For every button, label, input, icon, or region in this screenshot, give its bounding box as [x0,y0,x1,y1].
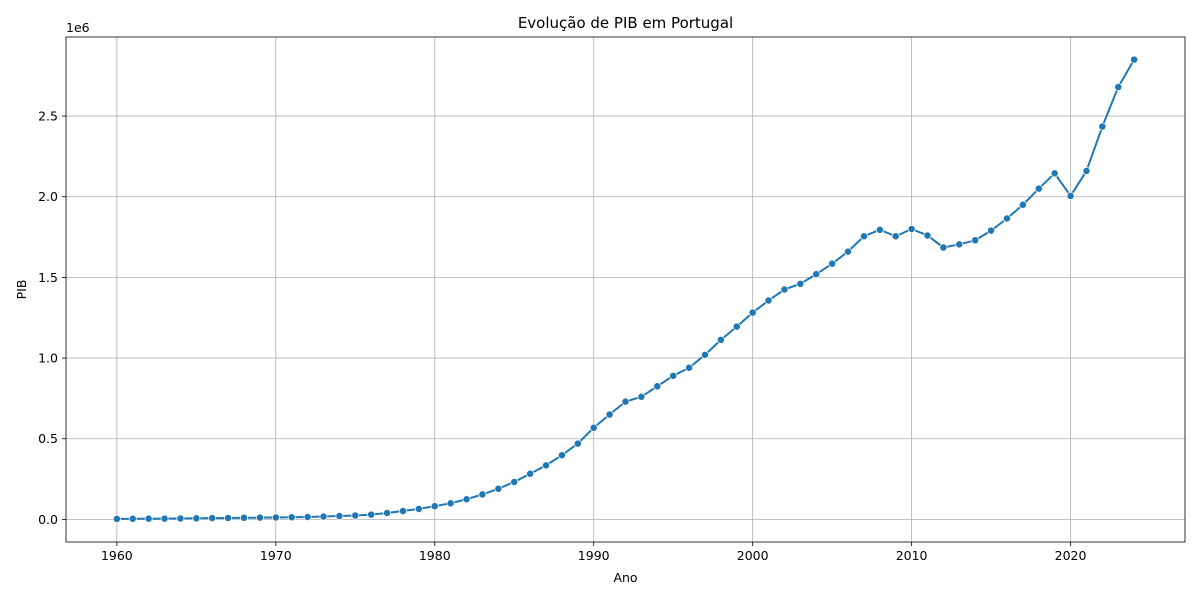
data-point [796,279,805,288]
data-point [573,439,582,448]
data-point [224,514,233,522]
data-point [287,513,296,522]
data-point [208,514,217,523]
data-point [812,270,821,279]
y-tick-label: 0.5 [38,431,58,446]
data-point [160,514,169,523]
data-point [1050,169,1059,178]
data-point [112,514,121,523]
data-point [1018,200,1027,209]
x-tick-label: 1960 [101,548,133,563]
data-point [653,382,662,391]
x-tick-label: 1990 [578,548,610,563]
data-point [494,484,503,493]
data-point [971,236,980,245]
y-offset-label: 1e6 [66,20,90,35]
y-tick-label: 2.5 [38,109,58,124]
y-axis-label: PIB [14,280,29,300]
data-point [1098,122,1107,131]
data-point [399,507,407,515]
y-tick-label: 1.5 [38,270,58,285]
data-point [716,335,725,344]
data-point [685,363,694,372]
data-point [351,511,360,520]
chart-title: Evolução de PIB em Portugal [518,14,733,32]
data-point [526,469,535,478]
data-point [1114,83,1123,91]
data-point [255,513,264,522]
data-point [176,514,185,523]
data-point [128,514,137,523]
x-axis-label: Ano [613,570,637,585]
plot-frame [65,36,1186,543]
series-line [116,59,1136,520]
data-point [701,350,709,359]
data-point [844,247,852,256]
series [112,55,1139,523]
x-tick-label: 1970 [260,548,292,563]
data-point [1066,191,1075,200]
x-tick-label: 2020 [1055,548,1087,563]
data-point [557,451,566,460]
data-point [987,226,996,235]
grid [66,37,1185,542]
y-tick-label: 1.0 [38,351,58,366]
data-point [1130,55,1139,64]
data-point [1082,166,1091,175]
data-point [1034,184,1043,193]
data-point [875,225,884,234]
data-point [335,512,344,520]
data-point [621,397,630,406]
data-point [446,499,455,508]
y-tick-label: 2.0 [38,189,58,204]
x-tick-label: 1980 [419,548,451,563]
data-point [271,513,280,522]
data-point [240,513,248,522]
data-point [764,296,773,305]
data-point [939,243,948,252]
data-point [1003,214,1011,223]
axis-ticks: 1960 1970 1980 1990 2000 2010 2020 0.0 0.5 1.0 1.5… [38,109,1086,563]
data-point [430,502,439,511]
data-point [367,510,376,519]
data-point [605,410,614,419]
data-point [192,514,201,523]
x-tick-label: 2010 [896,548,928,563]
data-point [383,509,392,517]
data-point [732,322,741,331]
data-point [510,478,519,486]
data-point [637,392,646,401]
data-point [859,232,868,241]
data-point [144,514,153,523]
data-point [923,231,932,240]
data-point [542,461,550,470]
y-tick-label: 0.0 [38,512,58,527]
data-point [462,495,471,504]
data-point [891,232,900,241]
data-point [828,259,837,268]
data-point [748,308,757,317]
data-point [955,240,964,249]
data-point [319,512,328,521]
data-point [907,225,916,233]
data-point [303,513,312,521]
data-point [589,423,598,432]
data-point [478,490,487,499]
data-point [669,371,678,380]
data-point [414,504,423,513]
x-tick-label: 2000 [737,548,769,563]
data-point [780,285,789,294]
